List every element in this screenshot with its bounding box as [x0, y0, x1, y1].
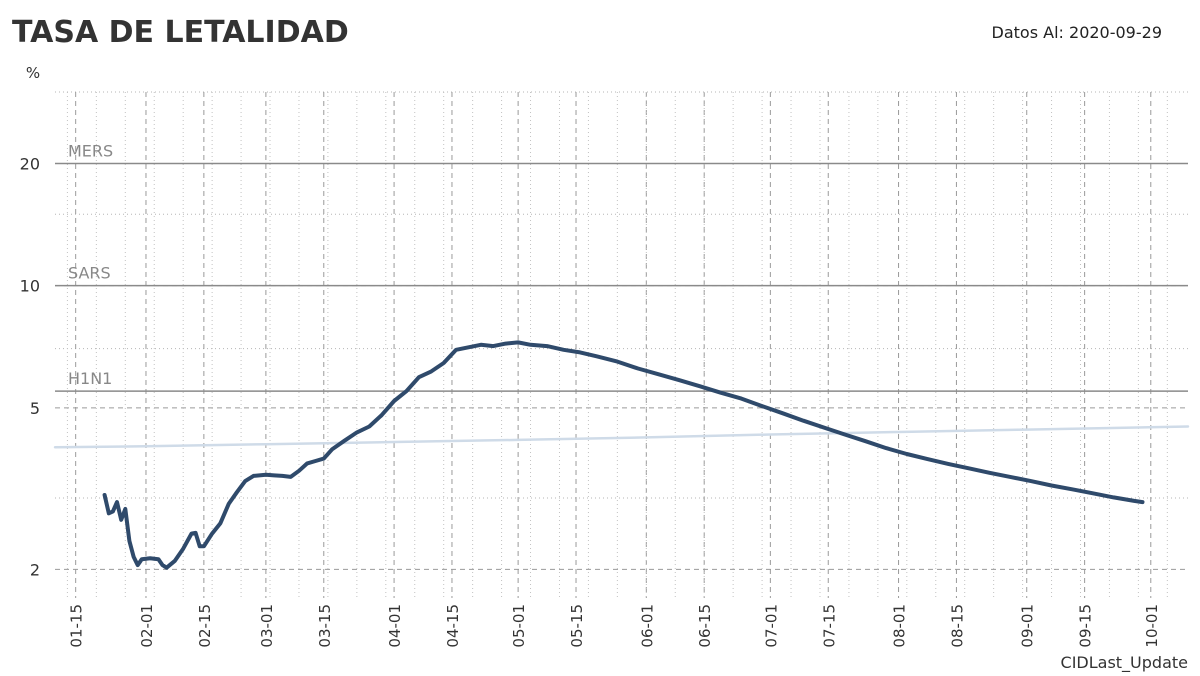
chart-title: TASA DE LETALIDAD — [12, 15, 349, 50]
y-tick-label: 20 — [20, 154, 40, 173]
x-tick-label: 07-01 — [762, 604, 780, 648]
x-tick-labels: 01-15 02-01 02-15 03-01 03-15 04-01 04-15 05-01… — [68, 604, 1161, 648]
x-tick-label: 03-01 — [258, 604, 276, 648]
reference-lines: MERS SARS H1N1 — [55, 141, 1188, 392]
footer-label: CIDLast_Update — [1061, 653, 1188, 673]
y-tick-label: 2 — [30, 560, 40, 579]
x-tick-label: 05-01 — [510, 604, 528, 648]
x-tick-label: 08-01 — [891, 604, 909, 648]
x-tick-label: 10-01 — [1143, 604, 1161, 648]
reference-line-label: SARS — [68, 264, 111, 283]
y-tick-labels: 2 5 10 20 — [20, 154, 40, 579]
x-tick-label: 09-01 — [1019, 604, 1037, 648]
x-tick-label: 05-15 — [568, 604, 586, 648]
y-axis-unit: % — [26, 64, 40, 82]
main-series-line — [102, 340, 1145, 570]
x-tick-label: 04-15 — [444, 604, 462, 648]
y-tick-label: 5 — [30, 399, 40, 418]
x-tick-label: 02-15 — [196, 604, 214, 648]
x-tick-label: 03-15 — [316, 604, 334, 648]
reference-line-label: MERS — [68, 141, 113, 160]
x-tick-label: 06-15 — [696, 604, 714, 648]
x-tick-label: 09-15 — [1077, 604, 1095, 648]
x-tick-label: 06-01 — [638, 604, 656, 648]
x-tick-label: 02-01 — [138, 604, 156, 648]
x-tick-label: 08-15 — [948, 604, 966, 648]
x-tick-label: 04-01 — [386, 604, 404, 648]
y-tick-label: 10 — [20, 277, 40, 296]
global-series-line — [53, 425, 1190, 449]
data-series — [53, 340, 1190, 570]
x-tick-label: 07-15 — [820, 604, 838, 648]
grid-lines — [55, 91, 1188, 598]
reference-line-label: H1N1 — [68, 369, 112, 388]
x-tick-label: 01-15 — [68, 604, 86, 648]
update-date-label: Datos Al: 2020-09-29 — [992, 23, 1162, 42]
